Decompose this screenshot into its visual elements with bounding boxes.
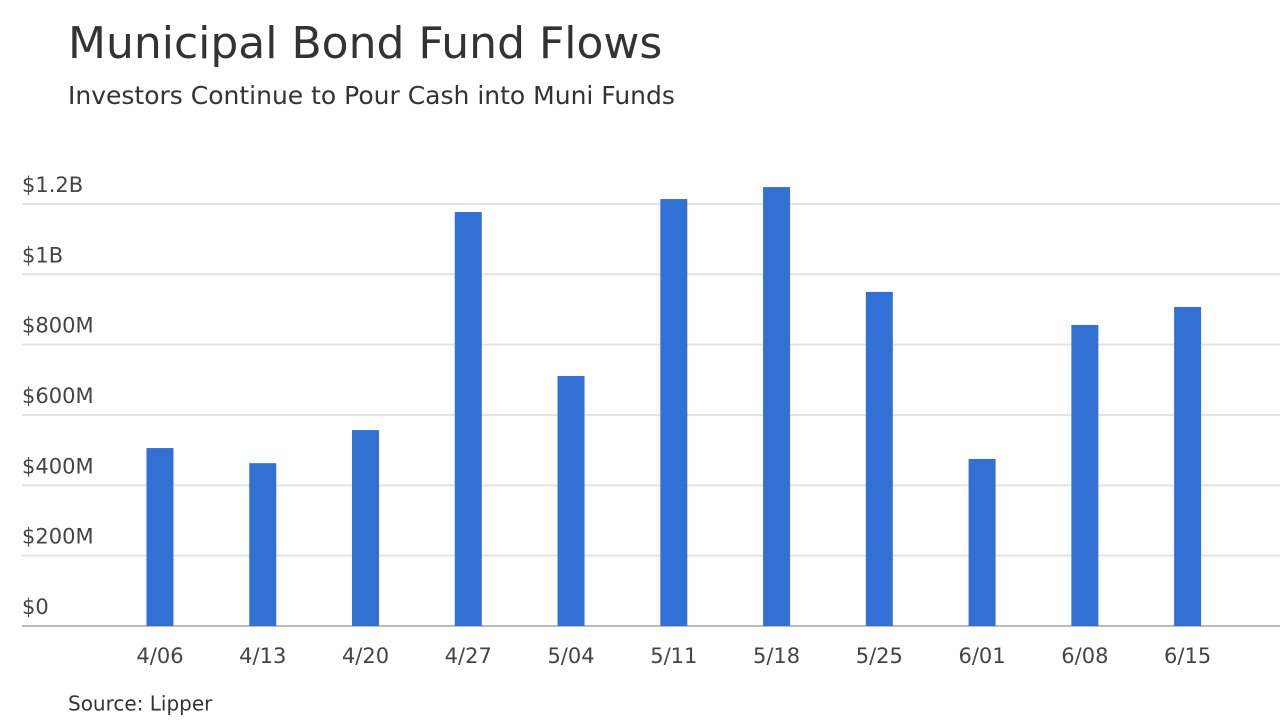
y-tick-label: $200M bbox=[22, 525, 94, 549]
bar bbox=[557, 375, 585, 626]
x-tick-label: 5/25 bbox=[856, 644, 903, 668]
chart-subtitle: Investors Continue to Pour Cash into Mun… bbox=[68, 81, 675, 110]
bar bbox=[249, 463, 277, 626]
x-tick-label: 4/13 bbox=[239, 644, 286, 668]
bar bbox=[660, 199, 688, 626]
y-tick-label: $1.2B bbox=[22, 173, 83, 197]
chart-title: Municipal Bond Fund Flows bbox=[68, 18, 662, 69]
bar bbox=[865, 291, 893, 626]
y-tick-label: $400M bbox=[22, 454, 94, 478]
x-tick-label: 4/06 bbox=[136, 644, 183, 668]
bar bbox=[968, 458, 996, 626]
x-tick-label: 5/04 bbox=[547, 644, 594, 668]
bar bbox=[1174, 307, 1202, 626]
x-tick-label: 6/08 bbox=[1061, 644, 1108, 668]
source-note: Source: Lipper bbox=[68, 692, 213, 716]
x-tick-label: 6/15 bbox=[1164, 644, 1211, 668]
bar bbox=[1071, 324, 1099, 626]
bar bbox=[352, 430, 380, 626]
bar bbox=[454, 212, 482, 626]
bar bbox=[146, 448, 174, 626]
x-tick-label: 6/01 bbox=[959, 644, 1006, 668]
y-tick-label: $0 bbox=[22, 595, 49, 619]
y-tick-label: $600M bbox=[22, 384, 94, 408]
y-tick-label: $1B bbox=[22, 243, 63, 267]
x-tick-label: 5/18 bbox=[753, 644, 800, 668]
bar bbox=[763, 187, 791, 626]
x-tick-label: 4/20 bbox=[342, 644, 389, 668]
x-tick-label: 4/27 bbox=[445, 644, 492, 668]
x-tick-label: 5/11 bbox=[650, 644, 697, 668]
y-tick-label: $800M bbox=[22, 314, 94, 338]
